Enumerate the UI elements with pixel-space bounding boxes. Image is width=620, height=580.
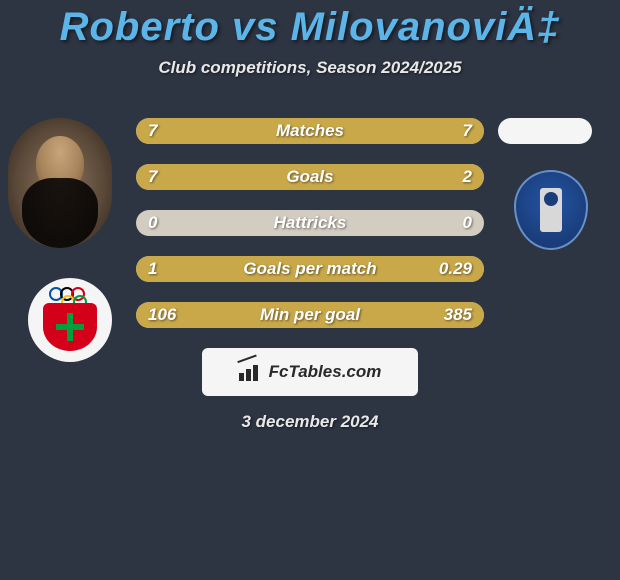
stats-list: 7 Matches 7 7 Goals 2 0 Hattricks 0 [136, 118, 484, 328]
club-badge-right [500, 168, 602, 252]
player-avatar-right-placeholder [498, 118, 592, 144]
stat-row: 106 Min per goal 385 [136, 302, 484, 328]
stat-value-left: 7 [148, 167, 157, 187]
page-title: Roberto vs MilovanoviÄ‡ [0, 5, 620, 50]
bar-chart-icon [239, 363, 263, 381]
brand-label: FcTables.com [269, 362, 382, 382]
stat-label: Matches [276, 121, 344, 141]
stat-fill-right [407, 164, 484, 190]
stat-fill-left [136, 164, 407, 190]
stat-value-left: 1 [148, 259, 157, 279]
stat-value-left: 106 [148, 305, 176, 325]
root: Roberto vs MilovanoviÄ‡ Club competition… [0, 0, 620, 432]
club-badge-left [28, 278, 112, 362]
subtitle: Club competitions, Season 2024/2025 [0, 58, 620, 78]
brand-text: FcTables.com [239, 362, 382, 382]
stat-value-right: 7 [463, 121, 472, 141]
stat-row: 1 Goals per match 0.29 [136, 256, 484, 282]
club-crest-icon [39, 287, 101, 353]
stat-label: Goals [286, 167, 333, 187]
stat-row: 7 Matches 7 [136, 118, 484, 144]
brand-badge: FcTables.com [202, 348, 418, 396]
stat-row: 0 Hattricks 0 [136, 210, 484, 236]
club-crest-icon [514, 170, 588, 250]
stat-label: Hattricks [274, 213, 347, 233]
stat-value-right: 385 [444, 305, 472, 325]
comparison-area: 7 Matches 7 7 Goals 2 0 Hattricks 0 [0, 118, 620, 432]
stat-label: Goals per match [243, 259, 376, 279]
date-text: 3 december 2024 [0, 412, 620, 432]
stat-row: 7 Goals 2 [136, 164, 484, 190]
stat-label: Min per goal [260, 305, 360, 325]
stat-value-right: 0.29 [439, 259, 472, 279]
stat-value-right: 2 [463, 167, 472, 187]
stat-value-right: 0 [463, 213, 472, 233]
stat-value-left: 7 [148, 121, 157, 141]
player-avatar-left [8, 118, 112, 248]
stat-value-left: 0 [148, 213, 157, 233]
